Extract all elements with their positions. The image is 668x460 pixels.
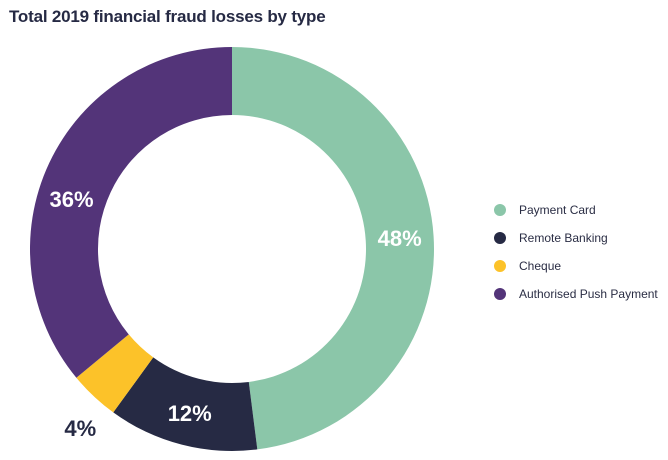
legend-label: Cheque: [519, 259, 562, 273]
slice-remote-banking: [113, 357, 258, 451]
legend-item-payment-card: Payment Card: [494, 196, 658, 224]
slice-payment-card: [232, 47, 434, 450]
legend-swatch: [494, 260, 506, 272]
legend-item-authorised-push-payment: Authorised Push Payment: [494, 280, 658, 308]
slice-label: 48%: [378, 226, 422, 251]
legend-item-cheque: Cheque: [494, 252, 658, 280]
slice-cheque: [76, 334, 154, 413]
legend-item-remote-banking: Remote Banking: [494, 224, 658, 252]
slice-label: 4%: [64, 416, 96, 441]
legend-label: Remote Banking: [519, 231, 608, 245]
slice-labels: 48% 12% 4% 36%: [49, 187, 421, 441]
legend-swatch: [494, 204, 506, 216]
chart-title: Total 2019 financial fraud losses by typ…: [9, 7, 326, 26]
slice-label: 36%: [49, 187, 93, 212]
slice-label: 12%: [168, 401, 212, 426]
legend: Payment Card Remote Banking Cheque Autho…: [494, 196, 658, 308]
legend-label: Authorised Push Payment: [519, 287, 658, 301]
legend-swatch: [494, 288, 506, 300]
slice-authorised-push-payment: [30, 47, 232, 378]
legend-swatch: [494, 232, 506, 244]
legend-label: Payment Card: [519, 203, 596, 217]
slices: [30, 47, 434, 451]
